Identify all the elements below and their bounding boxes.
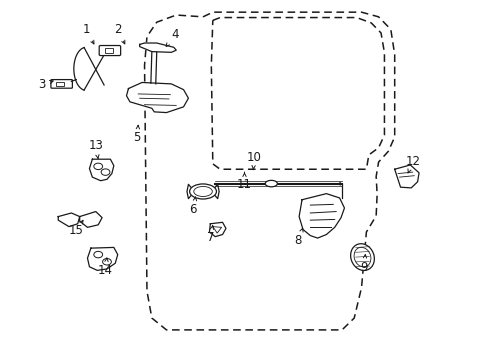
Polygon shape [394,165,418,188]
Text: 1: 1 [82,23,94,44]
Text: 6: 6 [189,197,197,216]
Text: 4: 4 [166,28,179,46]
Polygon shape [89,159,114,181]
FancyBboxPatch shape [51,80,72,88]
FancyBboxPatch shape [99,45,121,55]
Text: 9: 9 [360,255,367,274]
Text: 10: 10 [246,151,261,170]
Text: 2: 2 [114,23,124,44]
Ellipse shape [264,180,277,187]
Polygon shape [299,194,344,238]
Text: 3: 3 [39,78,53,91]
Polygon shape [126,82,188,113]
Bar [56,82,63,86]
Text: 14: 14 [98,258,113,277]
Text: 15: 15 [69,220,83,238]
Polygon shape [87,247,118,270]
Text: 13: 13 [88,139,103,158]
Ellipse shape [189,184,216,199]
Polygon shape [209,222,225,237]
Text: 7: 7 [206,225,214,244]
Polygon shape [80,212,102,227]
Text: 11: 11 [237,172,251,191]
Text: 12: 12 [405,155,419,173]
Polygon shape [58,213,80,226]
Text: 8: 8 [294,228,303,247]
Polygon shape [140,43,176,52]
Bar [104,48,113,53]
Ellipse shape [350,244,374,270]
Text: 5: 5 [133,125,141,144]
